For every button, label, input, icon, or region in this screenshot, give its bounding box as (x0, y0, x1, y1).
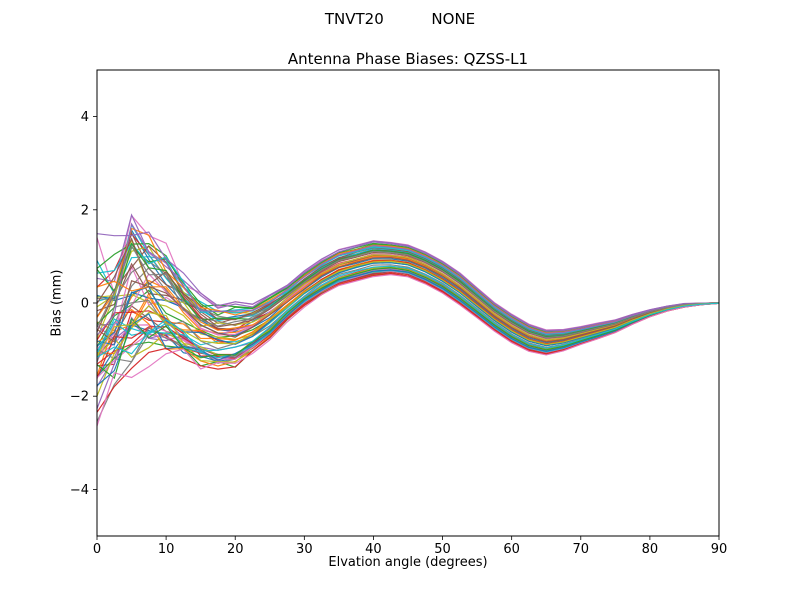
x-axis-label: Elvation angle (degrees) (328, 555, 488, 570)
x-tick-label: 60 (503, 542, 520, 557)
x-tick-label: 50 (434, 542, 451, 557)
x-tick-label: 10 (158, 542, 175, 557)
series-line (97, 266, 719, 351)
y-tick-label: 4 (81, 110, 89, 125)
series-line (97, 273, 719, 427)
series-line (97, 265, 719, 358)
y-tick-label: −4 (70, 483, 89, 498)
x-tick-label: 30 (296, 542, 313, 557)
series-line (97, 260, 719, 357)
series-line (97, 267, 719, 380)
series-line (97, 238, 719, 341)
series-line (97, 231, 719, 332)
x-tick-label: 40 (365, 542, 382, 557)
y-tick-label: 0 (81, 297, 89, 312)
series-line (97, 244, 719, 339)
x-tick-label: 20 (227, 542, 244, 557)
x-tick-label: 90 (711, 542, 728, 557)
x-tick-label: 70 (573, 542, 590, 557)
y-tick-label: −2 (70, 390, 89, 405)
y-tick-label: 2 (81, 203, 89, 218)
y-axis-label: Bias (mm) (49, 269, 65, 337)
series-line (97, 222, 719, 336)
series-lines (97, 213, 719, 427)
series-line (97, 256, 719, 343)
x-tick-label: 80 (642, 542, 659, 557)
chart-title: Antenna Phase Biases: QZSS-L1 (287, 50, 529, 68)
figure-suptitle: TNVT20 NONE (324, 10, 476, 28)
x-tick-label: 0 (93, 542, 101, 557)
